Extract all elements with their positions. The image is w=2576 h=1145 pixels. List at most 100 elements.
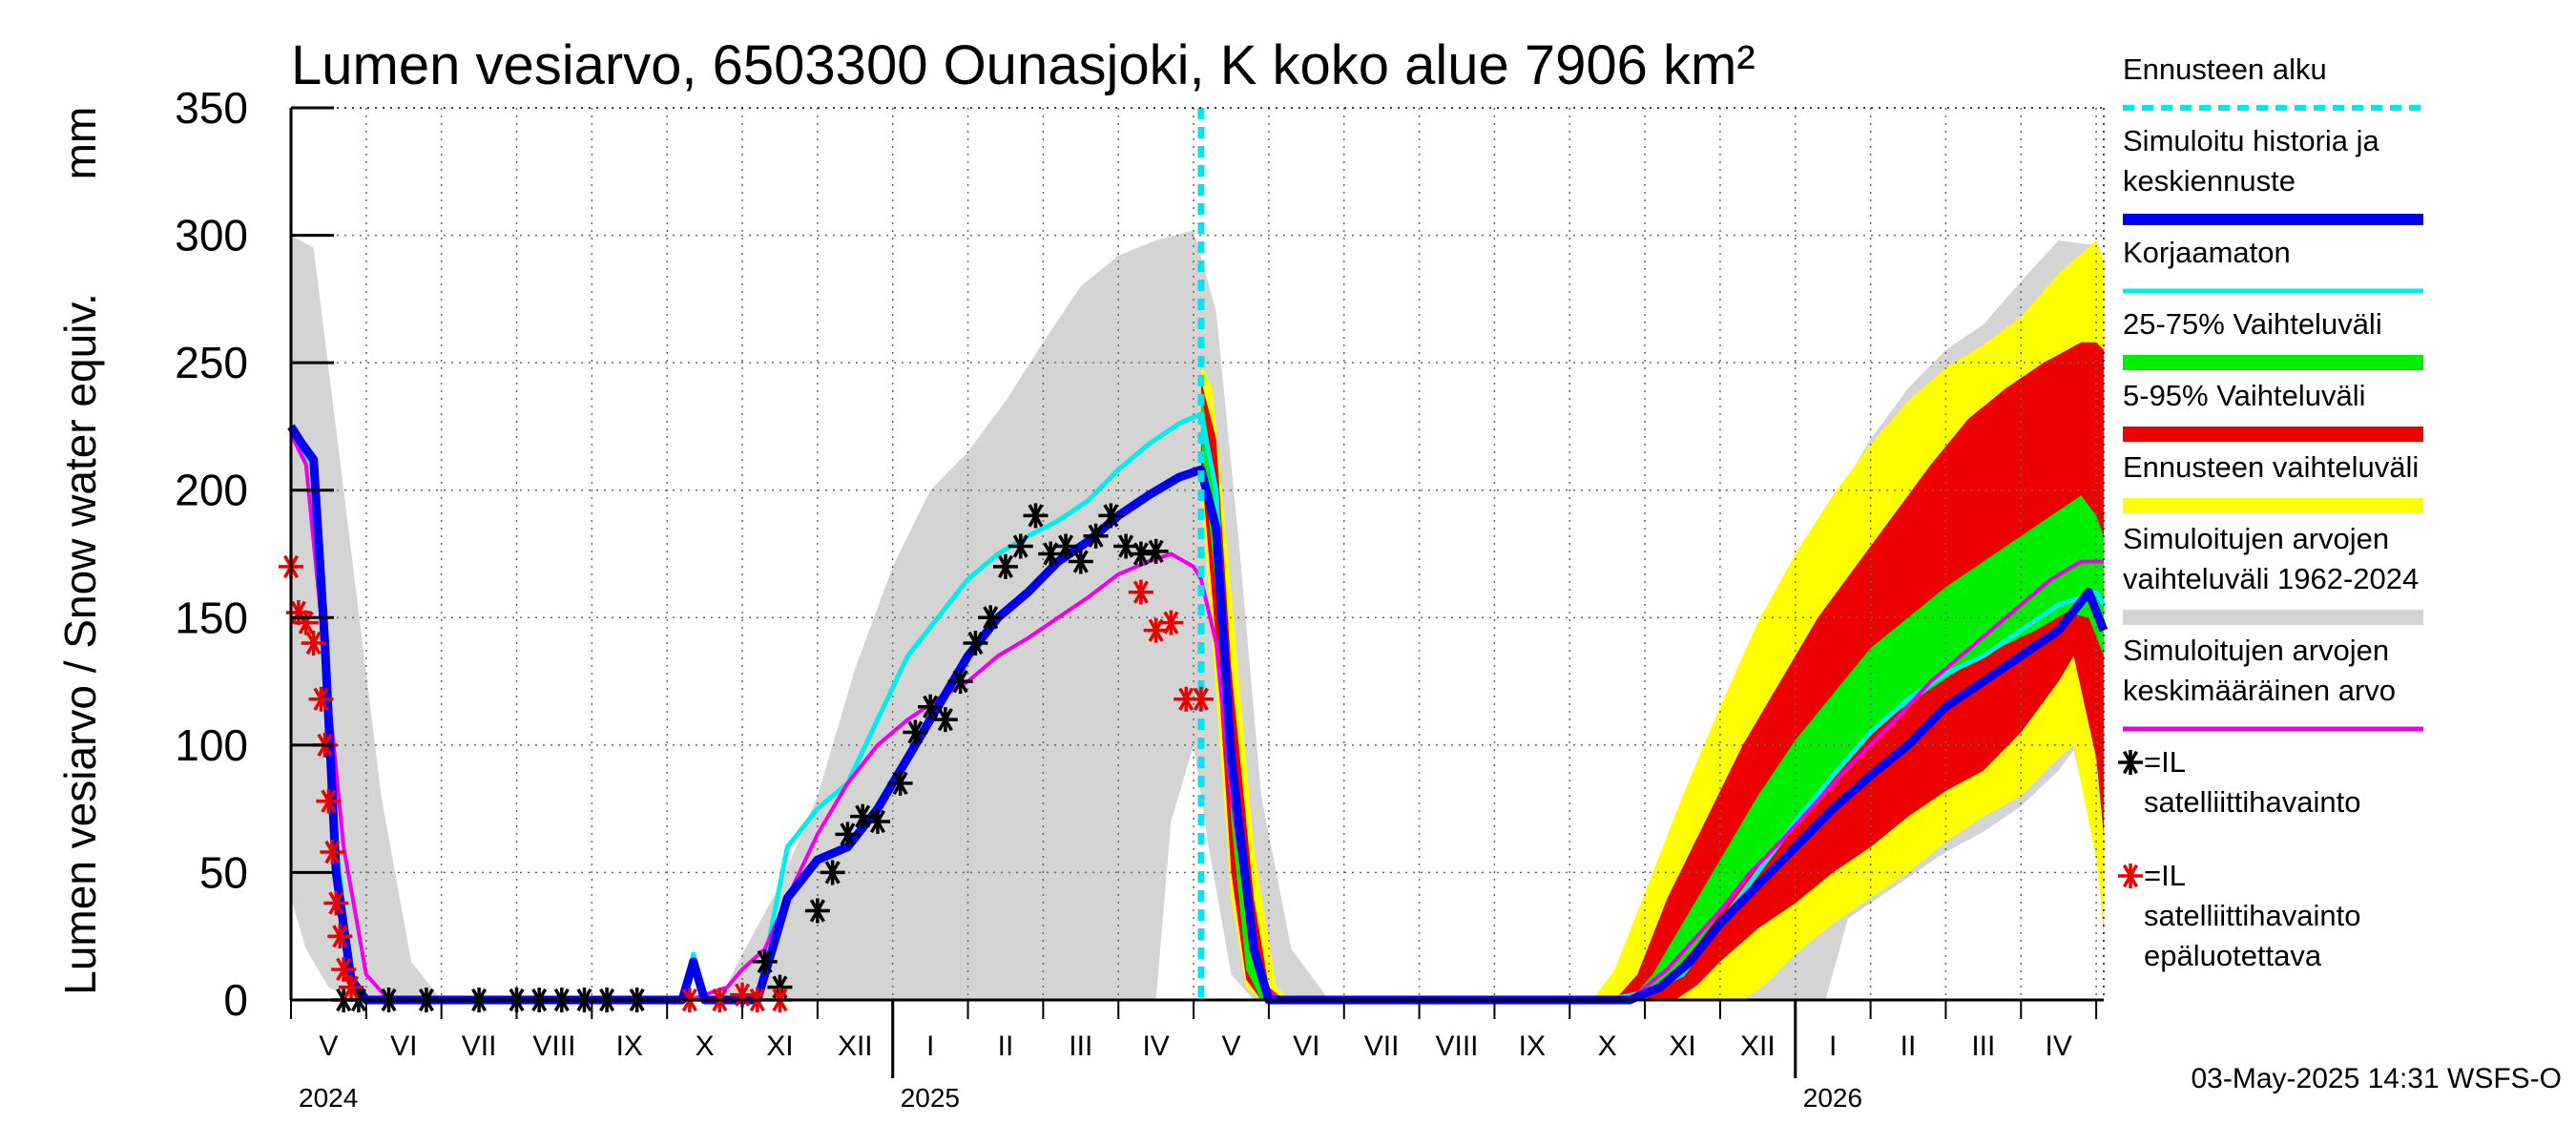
obs-unreliable-point [308,686,334,712]
month-label: X [696,1030,715,1062]
obs-unreliable-point [316,788,342,814]
y-tick-label: 50 [199,847,248,897]
legend-item-hist_mean: Simuloitujen arvojen keskimääräinen arvo [2123,634,2423,732]
month-label: VIII [1435,1030,1478,1062]
legend-item-fc_range: Ennusteen vaihteluväli [2123,450,2423,513]
month-label: XI [766,1030,793,1062]
y-tick-label: 0 [223,975,248,1025]
month-label: III [1971,1030,1995,1062]
legend-label: =IL [2144,745,2186,779]
month-label: VII [462,1030,497,1062]
month-label: IX [1519,1030,1546,1062]
legend-label: Korjaamaton [2123,236,2291,269]
month-label: I [1829,1030,1837,1062]
month-label: V [319,1030,338,1062]
month-label: VIII [532,1030,575,1062]
obs-point [978,605,1004,631]
legend-label: vaihteluväli 1962-2024 [2123,562,2419,595]
y-tick-label: 100 [175,720,248,770]
obs-point [992,553,1018,579]
legend-label: satelliittihavainto [2144,899,2360,932]
year-label: 2025 [901,1083,960,1113]
month-label: XII [1740,1030,1776,1062]
obs-point [752,948,778,974]
simulated-line [287,424,2109,1005]
obs-unreliable-point [301,631,326,656]
legend-item-hist_range: Simuloitujen arvojen vaihteluväli 1962-20… [2123,522,2423,625]
obs-unreliable-point [1128,579,1153,605]
obs-point [1023,503,1049,529]
y-tick-label: 300 [175,211,248,260]
month-label: VI [390,1030,417,1062]
month-label: XI [1669,1030,1695,1062]
obs-unreliable-point [1188,686,1214,712]
month-label: II [1901,1030,1917,1062]
y-tick-label: 200 [175,466,248,515]
y-tick-label: 150 [175,593,248,642]
obs-point [918,694,944,719]
obs-unreliable-point [293,610,319,635]
legend-item-uncorr: Korjaamaton [2123,236,2423,294]
obs-point [932,707,958,733]
legend-label: keskiennuste [2123,164,2296,198]
month-label: IX [616,1030,643,1062]
legend-item-obs_ok: =IL satelliittihavainto [2118,745,2360,819]
month-label: IV [1142,1030,1169,1062]
legend-label: satelliittihavainto [2144,785,2360,819]
legend-label: =IL [2144,859,2186,892]
historical-mean-line [289,433,2104,1002]
month-label: VI [1293,1030,1319,1062]
month-label: X [1598,1030,1617,1062]
legend-label: Ennusteen alku [2123,52,2327,86]
legend-label: 25-75% Vaihteluväli [2123,307,2382,341]
month-label: V [1221,1030,1240,1062]
legend-item-sim: Simuloitu historia ja keskiennuste [2123,124,2423,225]
legend-label: Simuloitujen arvojen [2123,634,2389,667]
legend-item-p5_95: 5-95% Vaihteluväli [2123,379,2423,442]
obs-unreliable-point [339,974,364,1000]
month-label: IV [2046,1030,2072,1062]
obs-point [1098,503,1124,529]
obs-unreliable-point [1158,610,1184,635]
obs-point [835,822,861,847]
obs-point [1128,541,1153,567]
legend-label: 5-95% Vaihteluväli [2123,379,2365,412]
legend-label: Ennusteen vaihteluväli [2123,450,2419,484]
obs-point [804,898,830,924]
obs-point [1143,538,1169,564]
legend-label: keskimääräinen arvo [2123,674,2396,707]
month-label: XII [838,1030,873,1062]
hist-range-band [291,230,2104,1000]
month-label: II [998,1030,1014,1062]
y-axis-label: Lumen vesiarvo / Snow water equiv. [55,293,105,995]
obs-point [1008,533,1033,559]
obs-point [1068,549,1093,574]
legend-label: Simuloitujen arvojen [2123,522,2389,555]
chart-title: Lumen vesiarvo, 6503300 Ounasjoki, K kok… [291,34,1755,96]
obs-point [1053,533,1079,559]
year-label: 2024 [299,1083,358,1113]
year-label: 2026 [1803,1083,1862,1113]
obs-point [947,669,973,695]
obs-point [820,860,845,885]
obs-point [850,803,876,829]
legend-label: Simuloitu historia ja [2123,124,2380,157]
y-axis-unit: mm [55,107,105,180]
y-tick-label: 250 [175,338,248,387]
obs-point [887,770,913,796]
timestamp-footer: 03-May-2025 14:31 WSFS-O [2192,1063,2563,1094]
obs-unreliable-point [323,890,349,916]
legend-marker [2118,750,2143,775]
legend-label: epäluotettava [2144,939,2322,972]
obs-point [903,719,928,745]
obs-point [864,809,890,834]
p5-95-band [1200,342,2104,1000]
obs-unreliable-point [331,956,357,982]
legend: Ennusteen alku Simuloitu historia ja keski… [2118,52,2423,972]
legend-item-p25_75: 25-75% Vaihteluväli [2123,307,2423,370]
obs-unreliable-point [327,924,353,949]
month-label: VII [1364,1030,1400,1062]
legend-item-forecast_start: Ennusteen alku [2123,52,2423,111]
